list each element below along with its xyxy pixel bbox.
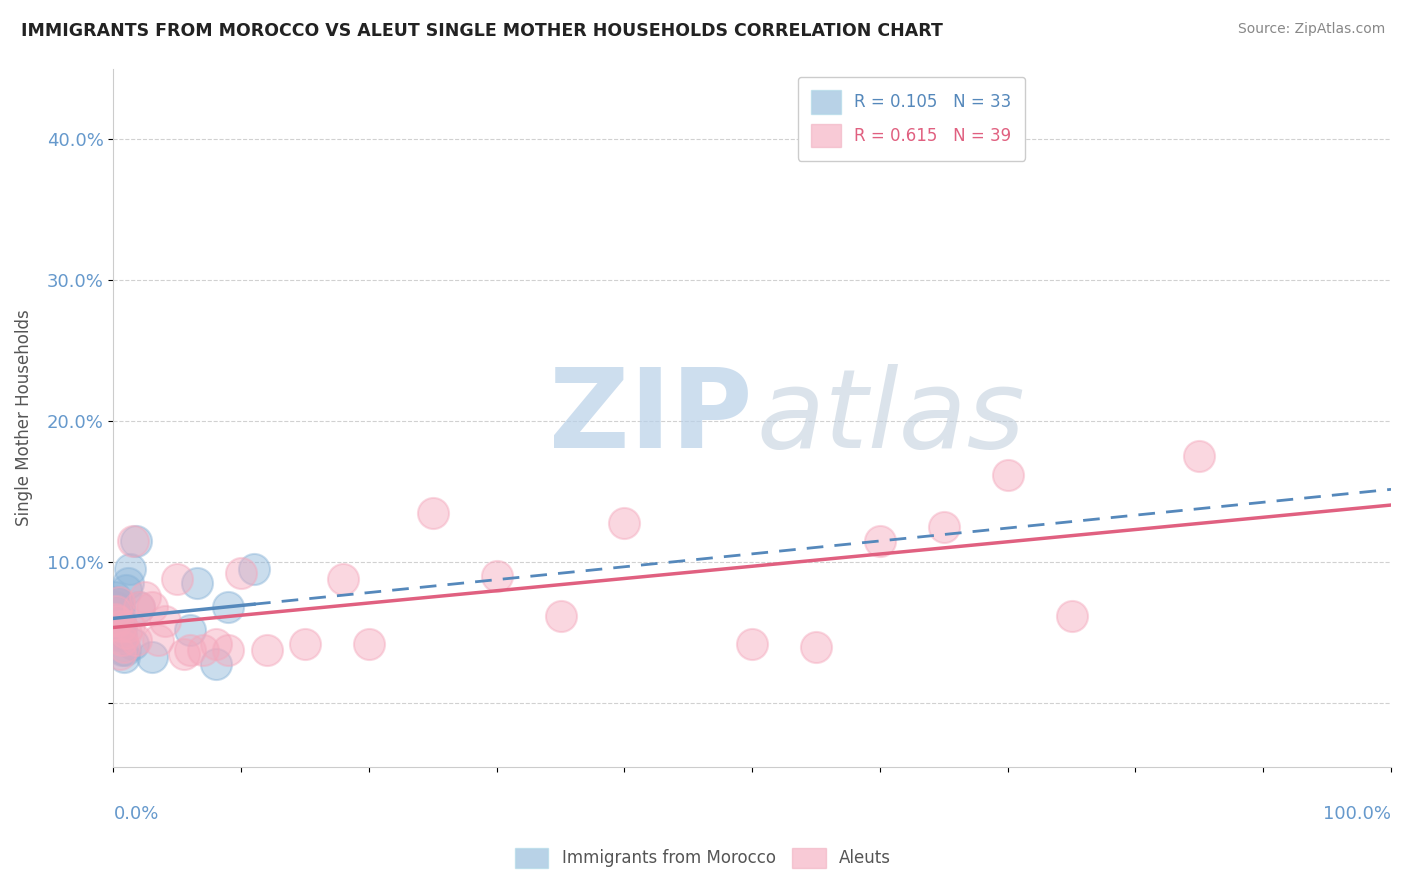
Point: [128, 600, 150, 615]
Point: [204, 657, 226, 671]
Point: [115, 625, 138, 640]
Y-axis label: Single Mother Households: Single Mother Households: [15, 310, 32, 526]
Point: [118, 618, 141, 632]
Point: [120, 562, 142, 576]
Point: [1060, 608, 1083, 623]
Point: [357, 637, 380, 651]
Point: [217, 642, 239, 657]
Point: [191, 642, 214, 657]
Point: [108, 615, 131, 629]
Point: [105, 615, 128, 629]
Point: [179, 642, 201, 657]
Point: [121, 637, 143, 651]
Point: [231, 566, 253, 581]
Point: [110, 618, 132, 632]
Point: [110, 628, 132, 642]
Point: [112, 649, 135, 664]
Point: [105, 618, 128, 632]
Point: [104, 600, 127, 615]
Point: [869, 533, 891, 548]
Point: [105, 608, 128, 623]
Point: [107, 598, 129, 612]
Point: [204, 637, 226, 651]
Point: [804, 640, 827, 654]
Point: [332, 572, 354, 586]
Point: [153, 615, 176, 629]
Legend: Immigrants from Morocco, Aleuts: Immigrants from Morocco, Aleuts: [509, 841, 897, 875]
Point: [294, 637, 316, 651]
Point: [105, 604, 128, 618]
Legend: R = 0.105   N = 33, R = 0.615   N = 39: R = 0.105 N = 33, R = 0.615 N = 39: [797, 77, 1025, 161]
Point: [422, 506, 444, 520]
Point: [114, 642, 136, 657]
Point: [108, 623, 131, 637]
Point: [485, 569, 508, 583]
Point: [179, 623, 201, 637]
Text: 100.0%: 100.0%: [1323, 805, 1391, 823]
Point: [186, 576, 208, 591]
Point: [104, 611, 127, 625]
Point: [741, 637, 763, 651]
Point: [243, 562, 266, 576]
Point: [112, 640, 135, 654]
Point: [141, 600, 163, 615]
Point: [107, 594, 129, 608]
Point: [110, 618, 132, 632]
Text: Source: ZipAtlas.com: Source: ZipAtlas.com: [1237, 22, 1385, 37]
Point: [121, 533, 143, 548]
Point: [125, 533, 148, 548]
Text: ZIP: ZIP: [548, 364, 752, 471]
Point: [217, 600, 239, 615]
Point: [932, 520, 955, 534]
Point: [115, 583, 138, 598]
Point: [104, 591, 127, 605]
Point: [997, 467, 1019, 482]
Point: [148, 632, 170, 647]
Point: [105, 625, 128, 640]
Point: [105, 615, 128, 629]
Point: [105, 600, 128, 615]
Point: [134, 591, 156, 605]
Point: [111, 642, 134, 657]
Point: [111, 632, 134, 647]
Point: [125, 632, 148, 647]
Point: [613, 516, 636, 530]
Text: IMMIGRANTS FROM MOROCCO VS ALEUT SINGLE MOTHER HOUSEHOLDS CORRELATION CHART: IMMIGRANTS FROM MOROCCO VS ALEUT SINGLE …: [21, 22, 943, 40]
Point: [105, 594, 128, 608]
Point: [256, 642, 278, 657]
Text: atlas: atlas: [756, 364, 1025, 471]
Point: [107, 604, 129, 618]
Point: [173, 647, 195, 661]
Point: [166, 572, 188, 586]
Point: [105, 604, 128, 618]
Point: [108, 618, 131, 632]
Point: [108, 647, 131, 661]
Point: [117, 576, 139, 591]
Point: [141, 649, 163, 664]
Point: [128, 600, 150, 615]
Point: [550, 608, 572, 623]
Point: [1188, 450, 1211, 464]
Point: [107, 628, 129, 642]
Point: [104, 611, 127, 625]
Text: 0.0%: 0.0%: [114, 805, 159, 823]
